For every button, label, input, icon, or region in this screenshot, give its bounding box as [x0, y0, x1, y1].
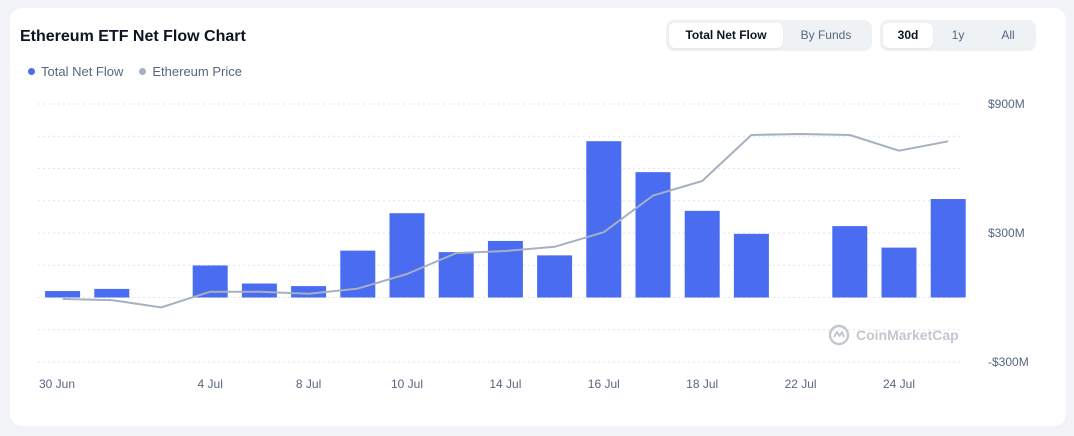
by-funds-tab[interactable]: By Funds: [800, 28, 852, 42]
chart-card: [10, 8, 1066, 426]
view-toggle: Total Net Flow By Funds: [666, 20, 872, 51]
net-flow-bar[interactable]: [733, 233, 769, 298]
range-toggle: 30d 1y All: [880, 20, 1036, 51]
x-tick-label: 24 Jul: [883, 377, 915, 391]
net-flow-bar[interactable]: [832, 226, 868, 298]
net-flow-bar[interactable]: [438, 252, 474, 298]
net-flow-bar[interactable]: [291, 286, 327, 298]
net-flow-bar[interactable]: [586, 141, 622, 298]
legend-item-eth-price[interactable]: Ethereum Price: [139, 64, 242, 79]
legend-item-net-flow[interactable]: Total Net Flow: [28, 64, 123, 79]
range-30d-tab[interactable]: 30d: [883, 23, 933, 48]
legend-dot-net-flow: [28, 68, 35, 75]
net-flow-bar[interactable]: [537, 255, 573, 298]
net-flow-bar[interactable]: [881, 247, 917, 298]
x-tick-label: 8 Jul: [296, 377, 321, 391]
legend-label-net-flow: Total Net Flow: [41, 64, 124, 79]
x-tick-label: 22 Jul: [785, 377, 817, 391]
total-net-flow-tab[interactable]: Total Net Flow: [669, 23, 783, 48]
x-tick-label: 10 Jul: [391, 377, 423, 391]
x-tick-label: 16 Jul: [588, 377, 620, 391]
watermark-text: CoinMarketCap: [856, 327, 959, 343]
range-1y-tab[interactable]: 1y: [951, 28, 965, 42]
net-flow-bar[interactable]: [684, 210, 720, 298]
x-tick-label: 14 Jul: [489, 377, 521, 391]
net-flow-bar[interactable]: [241, 283, 277, 298]
chart-legend: Total Net Flow Ethereum Price: [28, 64, 242, 79]
net-flow-bar[interactable]: [45, 291, 81, 298]
y-tick-label: $300M: [988, 226, 1025, 240]
coinmarketcap-watermark: CoinMarketCap: [828, 324, 959, 346]
eth-price-line: [62, 133, 949, 309]
x-tick-label: 18 Jul: [686, 377, 718, 391]
x-tick-label: 30 Jun: [39, 377, 75, 391]
range-all-tab[interactable]: All: [1001, 28, 1015, 42]
legend-label-eth-price: Ethereum Price: [152, 64, 242, 79]
coinmarketcap-logo-icon: [828, 324, 850, 346]
net-flow-bar[interactable]: [389, 213, 425, 298]
net-flow-bar[interactable]: [930, 199, 966, 298]
x-tick-label: 4 Jul: [198, 377, 223, 391]
y-tick-label: $900M: [988, 97, 1025, 111]
legend-dot-eth-price: [139, 68, 147, 75]
chart-title: Ethereum ETF Net Flow Chart: [20, 28, 246, 45]
net-flow-bar[interactable]: [94, 288, 130, 298]
y-tick-label: -$300M: [988, 355, 1029, 369]
